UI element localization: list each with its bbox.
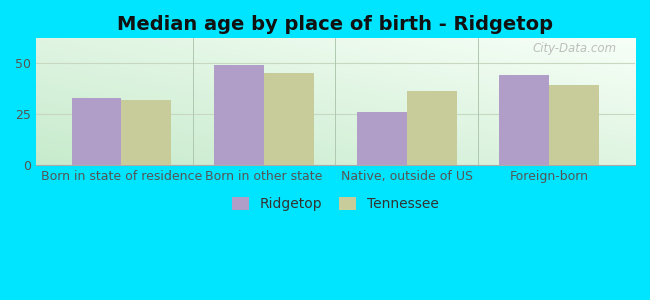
Bar (549, 85, 599, 165)
Bar (264, 73, 314, 165)
Bar (357, 112, 407, 165)
Bar (72, 98, 122, 165)
Bar (499, 75, 549, 165)
Bar (214, 65, 264, 165)
Bar (122, 100, 172, 165)
Bar (407, 92, 457, 165)
Title: Median age by place of birth - Ridgetop: Median age by place of birth - Ridgetop (118, 15, 553, 34)
Text: City-Data.com: City-Data.com (533, 42, 617, 55)
Legend: Ridgetop, Tennessee: Ridgetop, Tennessee (232, 197, 439, 211)
